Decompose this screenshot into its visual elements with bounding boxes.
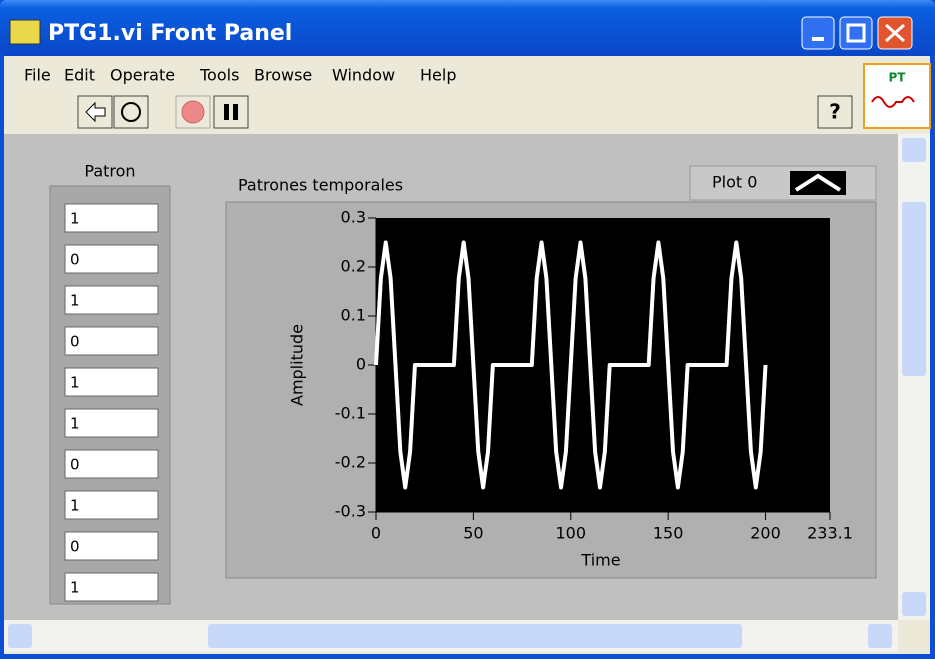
y-tick-label: 0.2 (341, 257, 366, 276)
numeric-field[interactable] (64, 326, 159, 356)
numeric-field[interactable] (64, 572, 159, 602)
title-bar (0, 0, 935, 56)
h-scroll-thumb[interactable] (208, 624, 742, 648)
vi-icon (863, 63, 931, 129)
numeric-field[interactable] (64, 203, 159, 233)
menu-item[interactable]: Window (332, 66, 395, 85)
v-scroll-thumb[interactable] (902, 202, 926, 376)
vi-icon-wave (871, 96, 915, 108)
y-tick-label: -0.1 (335, 404, 366, 423)
plot-line (374, 240, 768, 490)
run-glyph (85, 101, 106, 123)
numeric-value: 0 (70, 333, 80, 351)
menu-item[interactable]: Help (420, 66, 456, 85)
y-tick-label: -0.2 (335, 453, 366, 472)
menu-item[interactable]: Operate (110, 66, 175, 85)
numeric-field[interactable] (64, 285, 159, 315)
x-tick-label: 200 (750, 524, 781, 543)
scroll-up[interactable] (902, 138, 926, 162)
maximize-glyph (846, 23, 866, 43)
numeric-field[interactable] (64, 490, 159, 520)
pause-button[interactable] (213, 95, 249, 129)
pause-glyph (224, 104, 229, 120)
menu-bar: File Edit Operate Tools Browse Window Help (24, 66, 456, 85)
numeric-field[interactable] (64, 408, 159, 438)
numeric-value: 1 (70, 497, 80, 515)
numeric-field[interactable] (64, 449, 159, 479)
x-tick-label: 0 (371, 524, 381, 543)
y-tick-label: 0.1 (341, 306, 366, 325)
numeric-value: 1 (70, 210, 80, 228)
abort-glyph (181, 100, 205, 124)
scroll-right[interactable] (868, 624, 892, 648)
run-continuous-button[interactable] (113, 95, 149, 129)
minimize-button[interactable] (801, 16, 835, 50)
menu-item[interactable]: File (24, 66, 51, 85)
y-axis-label: Amplitude (288, 324, 307, 406)
numeric-value: 1 (70, 579, 80, 597)
numeric-field[interactable] (64, 531, 159, 561)
legend-swatch (794, 173, 842, 192)
x-tick-label: 150 (653, 524, 684, 543)
numeric-value: 1 (70, 374, 80, 392)
maximize-button[interactable] (839, 16, 873, 50)
y-tick-label: 0.3 (341, 208, 366, 227)
x-axis-label: Time (580, 551, 620, 570)
vi-icon-label: PT (889, 71, 907, 85)
help-button[interactable] (817, 95, 853, 129)
window-title: PTG1.vi Front Panel (48, 21, 292, 46)
patron-label: Patron (84, 162, 135, 181)
numeric-value: 1 (70, 292, 80, 310)
y-tick-label: -0.3 (335, 502, 366, 521)
scroll-left[interactable] (8, 624, 32, 648)
x-tick-label: 100 (555, 524, 586, 543)
app-icon (9, 19, 41, 45)
numeric-field[interactable] (64, 244, 159, 274)
menu-item[interactable]: Browse (254, 66, 312, 85)
numeric-field[interactable] (64, 367, 159, 397)
numeric-value: 0 (70, 538, 80, 556)
minimize-glyph (812, 37, 824, 41)
scroll-down[interactable] (902, 592, 926, 616)
menu-item[interactable]: Edit (64, 66, 95, 85)
numeric-value: 1 (70, 415, 80, 433)
x-tick-label: 50 (463, 524, 483, 543)
menu-item[interactable]: Tools (199, 66, 239, 85)
y-tick-label: 0 (356, 355, 366, 374)
pause-glyph (233, 104, 238, 120)
help-glyph: ? (829, 100, 841, 124)
close-glyph (885, 23, 905, 43)
numeric-value: 0 (70, 456, 80, 474)
graph-title: Patrones temporales (238, 176, 403, 195)
run-continuous-glyph (121, 102, 141, 122)
numeric-value: 0 (70, 251, 80, 269)
x-tick-label: 233.1 (807, 524, 853, 543)
legend-label: Plot 0 (712, 173, 757, 192)
